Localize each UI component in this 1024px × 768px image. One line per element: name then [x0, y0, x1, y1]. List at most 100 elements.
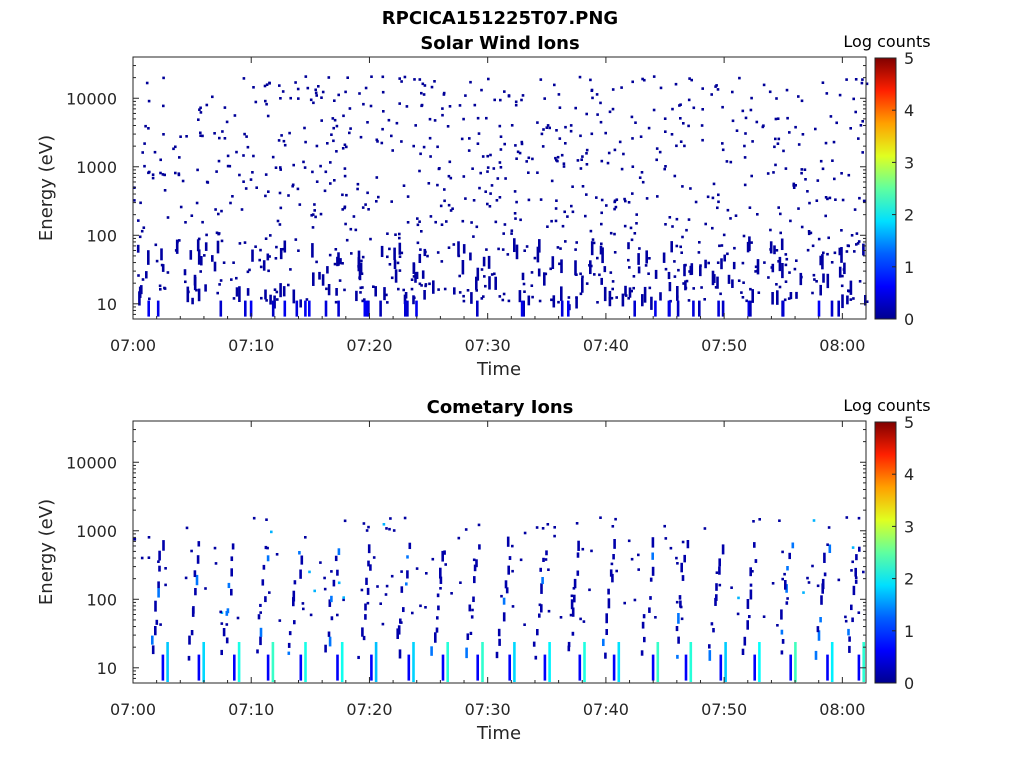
heatmap-cell [791, 542, 795, 549]
heatmap-cell [293, 620, 296, 625]
heatmap-cell [582, 620, 586, 623]
heatmap-cell [422, 93, 426, 96]
heatmap-cell [178, 156, 181, 159]
heatmap-cell [612, 554, 615, 560]
heatmap-stripe [264, 289, 267, 300]
heatmap-cell [400, 140, 403, 143]
y-tick-label: 10000 [66, 453, 117, 472]
heatmap-cell [133, 199, 136, 202]
heatmap-stripe [624, 285, 627, 296]
heatmap-cell [821, 167, 825, 171]
heatmap-cell [544, 272, 548, 276]
heatmap-cell [274, 166, 278, 169]
heatmap-cell [357, 655, 360, 660]
heatmap-cell [571, 210, 575, 214]
heatmap-cell [569, 613, 573, 617]
heatmap-stripe [494, 276, 497, 290]
heatmap-stripe [197, 288, 201, 302]
heatmap-cell [315, 144, 319, 148]
heatmap-cell [424, 284, 427, 288]
heatmap-cell [682, 122, 685, 125]
heatmap-cell [811, 291, 814, 295]
heatmap-cell [484, 284, 487, 288]
heatmap-cell [498, 196, 502, 199]
colorbar-tick-label: 2 [904, 570, 914, 589]
heatmap-cell [364, 614, 367, 620]
heatmap-cell [433, 80, 436, 83]
heatmap-cell [772, 171, 775, 174]
heatmap-cell [536, 171, 539, 174]
heatmap-cell [287, 642, 291, 648]
heatmap-cell [500, 594, 503, 598]
heatmap-cell [486, 170, 489, 173]
heatmap-stripe [324, 300, 328, 317]
heatmap-cell [331, 117, 335, 120]
heatmap-stripe [219, 300, 223, 317]
heatmap-cell [143, 164, 146, 168]
heatmap-stripe [335, 288, 338, 296]
heatmap-stripe [781, 263, 784, 279]
heatmap-cell [502, 612, 506, 622]
heatmap-cell [350, 252, 353, 255]
heatmap-stripe [453, 287, 456, 295]
heatmap-stripe [731, 279, 734, 288]
heatmap-cell [223, 137, 227, 140]
heatmap-stripe [403, 294, 407, 305]
heatmap-cell [360, 259, 363, 263]
heatmap-cell [731, 90, 734, 94]
heatmap-cell [334, 300, 338, 304]
heatmap-cell [271, 155, 275, 159]
heatmap-stripe [716, 276, 719, 289]
heatmap-cell [311, 226, 315, 229]
heatmap-stripe [379, 300, 382, 317]
heatmap-cell [235, 150, 238, 154]
heatmap-stripe [590, 241, 594, 256]
heatmap-cell [675, 217, 679, 221]
heatmap-cell [784, 263, 788, 267]
heatmap-cell [197, 541, 201, 547]
heatmap-cell [418, 169, 421, 173]
heatmap-cell [450, 592, 453, 595]
heatmap-stripe [404, 300, 407, 317]
heatmap-cell [428, 136, 432, 140]
heatmap-cell [800, 225, 804, 229]
heatmap-cell [317, 85, 320, 88]
heatmap-cell [499, 135, 503, 138]
heatmap-cell [260, 296, 263, 300]
heatmap-cell [390, 574, 394, 578]
heatmap-cell [228, 164, 232, 168]
heatmap-cell [506, 253, 510, 256]
x-tick-label: 07:20 [346, 336, 392, 355]
heatmap-cell [352, 215, 356, 218]
heatmap-cell [469, 80, 472, 84]
heatmap-stripe [589, 260, 592, 275]
heatmap-cell [562, 162, 566, 165]
heatmap-cell [220, 239, 224, 243]
heatmap-stripe [617, 642, 621, 682]
heatmap-cell [534, 655, 538, 660]
heatmap-cell [599, 101, 602, 105]
heatmap-stripe [601, 247, 604, 264]
heatmap-cell [744, 116, 748, 120]
heatmap-cell [731, 119, 735, 123]
heatmap-cell [714, 597, 717, 606]
heatmap-cell [590, 88, 594, 92]
heatmap-cell [498, 161, 502, 164]
heatmap-cell [141, 278, 145, 281]
heatmap-cell [535, 526, 539, 529]
heatmap-cell [388, 527, 391, 531]
heatmap-cell [768, 90, 772, 94]
heatmap-stripe [475, 276, 478, 290]
heatmap-cell [538, 603, 542, 607]
heatmap-cell [462, 175, 466, 178]
heatmap-stripe [213, 261, 217, 272]
heatmap-cell [641, 621, 645, 629]
heatmap-stripe [216, 240, 220, 254]
heatmap-cell [694, 200, 698, 204]
heatmap-cell [332, 126, 335, 130]
heatmap-cell [365, 577, 368, 585]
heatmap-stripe [822, 273, 825, 283]
heatmap-cell [654, 616, 657, 619]
heatmap-stripe [244, 300, 247, 317]
